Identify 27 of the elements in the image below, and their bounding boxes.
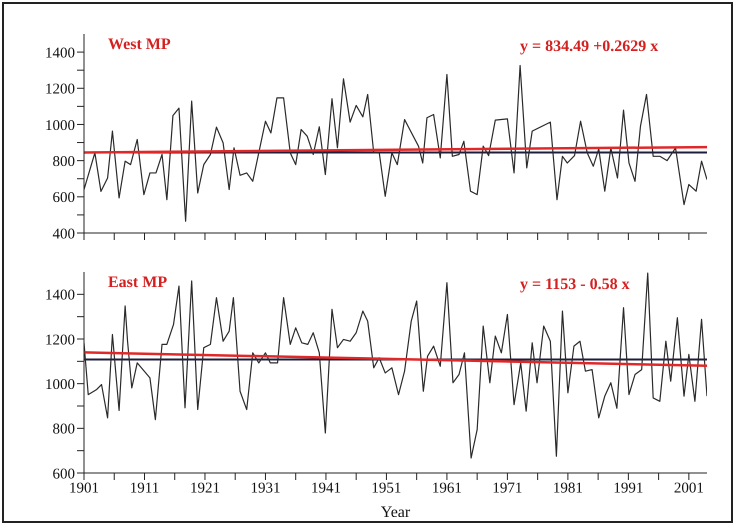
- y-tick-label: 1000: [45, 118, 75, 134]
- x-axis-title: Year: [380, 504, 411, 521]
- x-tick-label: 1941: [310, 480, 341, 497]
- x-tick-label: 1991: [613, 480, 644, 497]
- annotation: West MP: [108, 36, 171, 54]
- y-tick-label: 1000: [45, 376, 75, 393]
- annotation: y = 1153 - 0.58 x: [520, 276, 630, 294]
- annotation: East MP: [108, 274, 168, 292]
- y-tick-label: 1400: [45, 45, 75, 62]
- y-tick-label: 800: [52, 422, 75, 438]
- y-tick-label: 400: [52, 226, 75, 242]
- y-tick-label: 800: [52, 154, 75, 170]
- y-tick-label: 1400: [45, 288, 75, 304]
- y-tick-label: 600: [52, 466, 75, 482]
- y-tick-label: 1200: [45, 82, 75, 98]
- x-tick-label: 1911: [130, 480, 160, 497]
- y-tick-label: 1200: [45, 332, 75, 348]
- x-tick-label: 1981: [552, 480, 583, 497]
- x-tick-label: 1961: [432, 480, 462, 497]
- y-tick-label: 600: [52, 190, 75, 206]
- x-tick-label: 1931: [250, 480, 280, 497]
- annotation: y = 834.49 +0.2629 x: [520, 38, 658, 56]
- x-tick-label: 1971: [492, 480, 522, 497]
- x-tick-label: 1901: [69, 480, 99, 497]
- x-tick-label: 2001: [674, 480, 704, 497]
- x-tick-label: 1921: [190, 480, 220, 497]
- x-tick-label: 1951: [371, 480, 402, 497]
